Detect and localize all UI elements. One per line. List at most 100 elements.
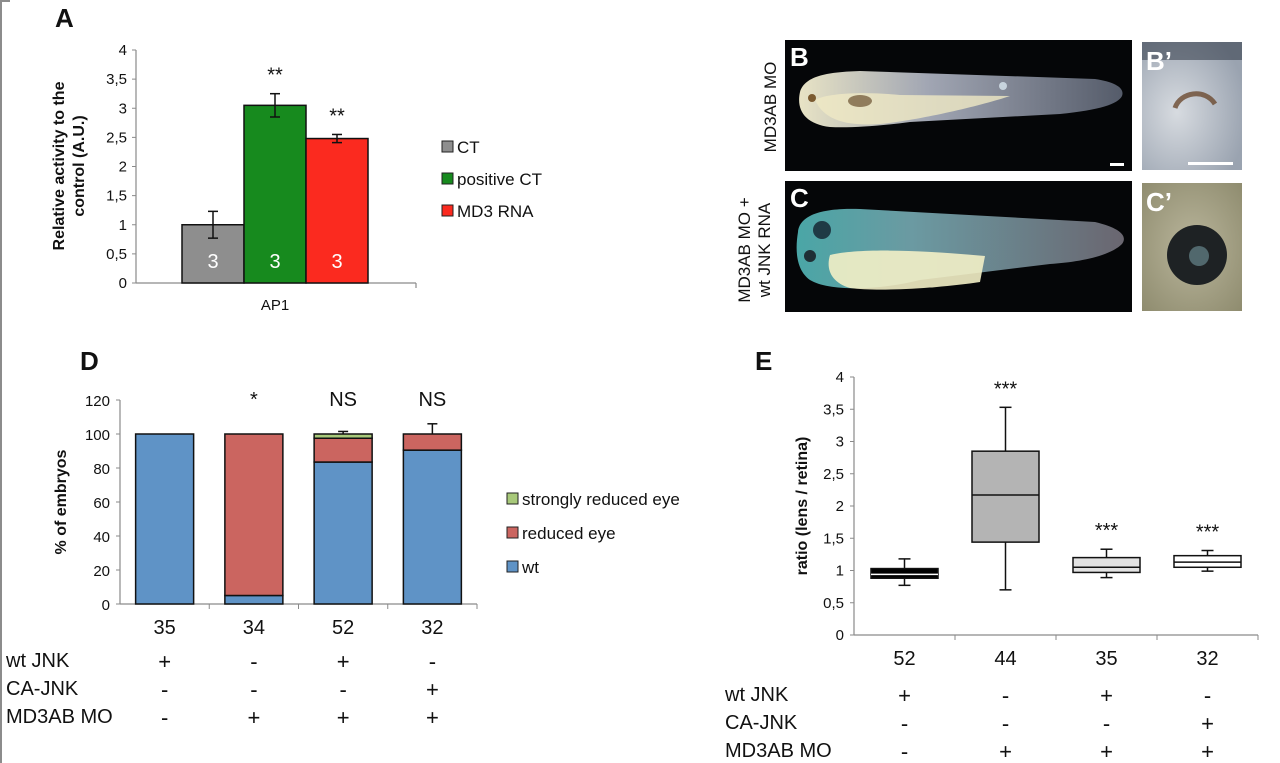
panel-d-y-tick-label: 80 bbox=[93, 461, 110, 478]
panel-d-legend-swatch bbox=[506, 560, 519, 573]
panel-a-y-tick-label: 4 bbox=[119, 42, 127, 59]
panel-d-bar-segment bbox=[224, 594, 284, 605]
panel-d-bar-segment bbox=[402, 449, 463, 605]
panel-e-y-tick-label: 1,5 bbox=[823, 530, 844, 547]
panel-d-y-tick-label: 40 bbox=[93, 529, 110, 546]
panel-d-condition-value: - bbox=[161, 705, 168, 730]
row-c-label-line2: wt JNK RNA bbox=[755, 202, 774, 298]
panel-d-condition-value: + bbox=[247, 705, 260, 730]
panel-a-legend-swatch bbox=[441, 204, 454, 217]
panel-d-n-label: 35 bbox=[154, 617, 176, 639]
row-b-label: MD3AB MO bbox=[761, 62, 780, 153]
panel-e-box bbox=[870, 567, 939, 579]
panel-d-legend-label: wt bbox=[521, 558, 539, 577]
panel-a-legend-label: CT bbox=[457, 138, 480, 157]
panel-e-condition-value: + bbox=[898, 683, 911, 708]
panel-a-significance: ** bbox=[329, 105, 345, 127]
panel-e-significance: *** bbox=[1196, 522, 1220, 544]
panel-d-ylabel: % of embryos bbox=[53, 449, 70, 554]
panel-letter-a: A bbox=[55, 3, 74, 33]
figure-top-border bbox=[0, 0, 10, 2]
panel-d-condition-label: wt JNK bbox=[5, 650, 70, 672]
panel-d-condition-value: - bbox=[339, 677, 346, 702]
panel-e-condition-value: - bbox=[901, 711, 908, 736]
panel-e-box bbox=[971, 450, 1040, 543]
photo-letter-c: C bbox=[790, 183, 809, 213]
photo-letter-b-prime: B’ bbox=[1146, 46, 1172, 76]
panel-e-condition-value: - bbox=[1002, 683, 1009, 708]
panel-e-n-label: 52 bbox=[893, 648, 915, 670]
panel-d-y-tick-label: 20 bbox=[93, 563, 110, 580]
panel-e-y-tick-label: 2 bbox=[836, 498, 844, 515]
figure-left-border bbox=[0, 0, 2, 763]
panel-d-bar-segment bbox=[313, 437, 373, 463]
panel-letter-d: D bbox=[80, 346, 99, 376]
panel-d-y-tick-label: 0 bbox=[102, 597, 110, 614]
panel-e-condition-value: + bbox=[1201, 711, 1214, 736]
panel-a-n-label: 3 bbox=[331, 251, 342, 273]
panel-a-chart: A 0 0,5 1 1,5 2 2,5 3 3,5 4 3 3 ** 3 ** Relative act… bbox=[51, 3, 542, 314]
panel-d-bar-segment bbox=[224, 433, 284, 597]
photo-letter-b: B bbox=[790, 42, 809, 72]
panel-d-legend-label: reduced eye bbox=[522, 524, 616, 543]
panel-d-n-label: 32 bbox=[421, 617, 443, 639]
panel-d-legend-swatch bbox=[506, 526, 519, 539]
panel-d-n-label: 34 bbox=[243, 617, 265, 639]
panel-d-condition-value: + bbox=[426, 705, 439, 730]
panel-d-condition-value: - bbox=[250, 677, 257, 702]
panel-e-condition-value: + bbox=[999, 739, 1012, 763]
photo-letter-c-prime: C’ bbox=[1146, 187, 1172, 217]
panel-a-legend-label: positive CT bbox=[457, 170, 542, 189]
scale-bar-b bbox=[1110, 163, 1124, 166]
panel-e-condition-value: - bbox=[1204, 683, 1211, 708]
panel-e-significance: *** bbox=[994, 378, 1018, 400]
panel-a-y-tick-label: 0 bbox=[119, 275, 127, 292]
panel-d-condition-value: - bbox=[161, 677, 168, 702]
panel-d-condition-value: + bbox=[337, 649, 350, 674]
panel-d-bar-segment bbox=[402, 433, 463, 451]
panel-e-y-tick-label: 4 bbox=[836, 369, 844, 386]
panel-d-significance: * bbox=[250, 389, 258, 411]
panel-a-n-label: 3 bbox=[207, 251, 218, 273]
photo-c-prime: C’ bbox=[1142, 183, 1242, 311]
panel-a-y-tick-label: 1,5 bbox=[106, 188, 127, 205]
panel-a-y-tick-label: 1 bbox=[119, 217, 127, 234]
panel-a-legend-swatch bbox=[441, 140, 454, 153]
row-c-label-line1: MD3AB MO + bbox=[735, 197, 754, 302]
panel-e-condition-label: MD3AB MO bbox=[725, 740, 832, 762]
panel-bc-photos: MD3AB MO MD3AB MO + wt JNK RNA B B’ bbox=[735, 40, 1242, 312]
panel-e-y-tick-label: 0 bbox=[836, 627, 844, 644]
panel-a-y-tick-label: 3 bbox=[119, 100, 127, 117]
panel-d-bar-segment bbox=[313, 433, 373, 439]
panel-e-box bbox=[1072, 556, 1141, 574]
panel-e-condition-value: - bbox=[1002, 711, 1009, 736]
panel-d-condition-value: - bbox=[250, 649, 257, 674]
panel-d-significance: NS bbox=[418, 389, 446, 411]
panel-d-n-label: 52 bbox=[332, 617, 354, 639]
panel-a-legend-label: MD3 RNA bbox=[457, 202, 534, 221]
panel-d-y-tick-label: 120 bbox=[85, 393, 110, 410]
panel-e-y-tick-label: 2,5 bbox=[823, 466, 844, 483]
panel-e-significance: *** bbox=[1095, 520, 1119, 542]
scale-bar-b-prime bbox=[1188, 162, 1233, 165]
panel-d-condition-label: CA-JNK bbox=[6, 678, 79, 700]
panel-e-condition-value: + bbox=[1100, 683, 1113, 708]
panel-e-condition-value: - bbox=[901, 739, 908, 763]
panel-e-condition-label: wt JNK bbox=[724, 684, 789, 706]
panel-a-y-tick-label: 2,5 bbox=[106, 129, 127, 146]
panel-a-ylabel-line2: control (A.U.) bbox=[71, 115, 88, 216]
panel-d-legend-label: strongly reduced eye bbox=[522, 490, 680, 509]
panel-letter-e: E bbox=[755, 346, 772, 376]
panel-e-y-tick-label: 3,5 bbox=[823, 401, 844, 418]
panel-d-y-tick-label: 60 bbox=[93, 495, 110, 512]
panel-d-bar-segment bbox=[313, 461, 373, 605]
panel-a-ylabel-line1: Relative activity to the bbox=[51, 81, 68, 250]
panel-d-legend-swatch bbox=[506, 492, 519, 505]
panel-e-condition-value: + bbox=[1201, 739, 1214, 763]
panel-d-chart: D % of embryos 0 20 40 60 80 100 120 35 * 34 NS 52… bbox=[5, 346, 680, 730]
photo-c: C bbox=[785, 181, 1132, 312]
panel-d-condition-label: MD3AB MO bbox=[6, 706, 113, 728]
panel-d-condition-value: + bbox=[426, 677, 439, 702]
panel-a-bar bbox=[243, 104, 307, 284]
